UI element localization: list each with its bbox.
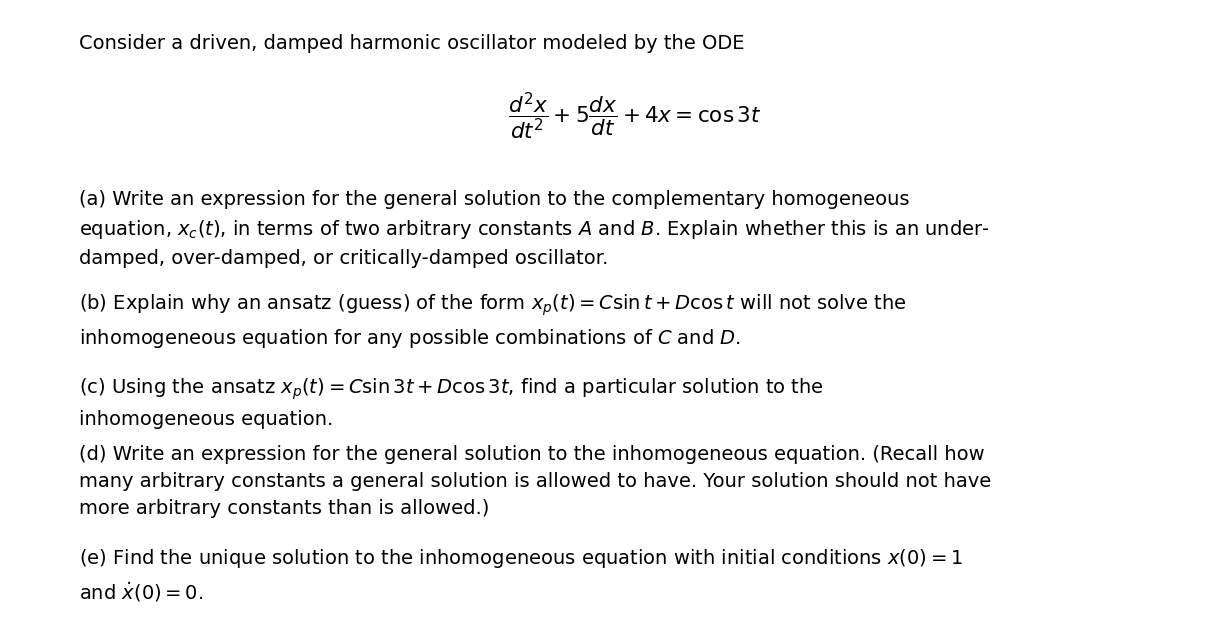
Text: (d) Write an expression for the general solution to the inhomogeneous equation. : (d) Write an expression for the general …: [79, 445, 991, 518]
Text: (e) Find the unique solution to the inhomogeneous equation with initial conditio: (e) Find the unique solution to the inho…: [79, 547, 962, 605]
Text: $\dfrac{d^2x}{dt^2} + 5\dfrac{dx}{dt} + 4x = \cos 3t$: $\dfrac{d^2x}{dt^2} + 5\dfrac{dx}{dt} + …: [508, 90, 762, 142]
Text: (b) Explain why an ansatz (guess) of the form $x_p(t) = C\sin t + D\cos t$ will : (b) Explain why an ansatz (guess) of the…: [79, 292, 907, 350]
Text: (a) Write an expression for the general solution to the complementary homogeneou: (a) Write an expression for the general …: [79, 190, 989, 268]
Text: Consider a driven, damped harmonic oscillator modeled by the ODE: Consider a driven, damped harmonic oscil…: [79, 34, 744, 53]
Text: (c) Using the ansatz $x_p(t) = C\sin 3t + D\cos 3t$, find a particular solution : (c) Using the ansatz $x_p(t) = C\sin 3t …: [79, 376, 823, 429]
